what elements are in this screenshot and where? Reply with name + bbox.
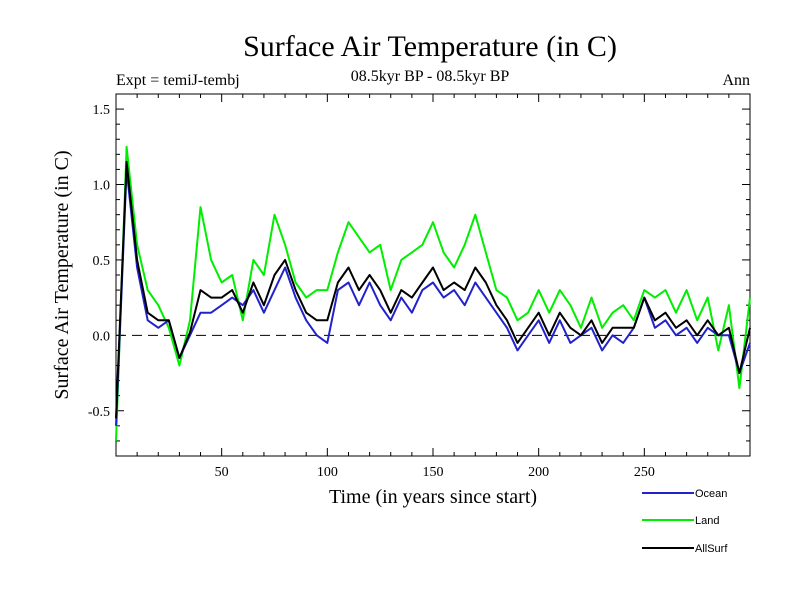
y-axis: -0.5 0.0 0.5 1.0 1.5 [88, 103, 750, 442]
series-line-land [115, 145, 751, 441]
x-tick-label: 100 [317, 465, 338, 480]
legend: Ocean Land AllSurf [642, 488, 728, 555]
chart-subtitle: 08.5kyr BP - 08.5kyr BP [351, 68, 510, 85]
y-tick-label: 1.5 [93, 103, 111, 118]
x-tick-label: 200 [528, 465, 549, 480]
x-axis-label: Time (in years since start) [329, 486, 537, 508]
series-line-allsurf [115, 160, 751, 419]
x-tick-label: 250 [634, 465, 655, 480]
x-tick-label: 50 [215, 465, 229, 480]
season-label: Ann [722, 72, 750, 89]
x-tick-label: 150 [423, 465, 444, 480]
y-tick-label: 1.0 [93, 179, 111, 194]
legend-label-ocean: Ocean [695, 488, 727, 500]
chart-title: Surface Air Temperature (in C) [243, 30, 617, 63]
y-axis-label: Surface Air Temperature (in C) [51, 150, 73, 399]
expt-label: Expt = temiJ-tembj [116, 72, 240, 89]
y-tick-label: 0.5 [93, 254, 111, 269]
legend-label-allsurf: AllSurf [695, 543, 728, 555]
plot-frame [115, 93, 751, 457]
y-tick-label: 0.0 [93, 329, 111, 344]
series-layer [115, 145, 751, 441]
legend-label-land: Land [695, 515, 719, 527]
x-axis: 50 100 150 200 250 [136, 94, 730, 480]
y-tick-label: -0.5 [88, 405, 110, 420]
